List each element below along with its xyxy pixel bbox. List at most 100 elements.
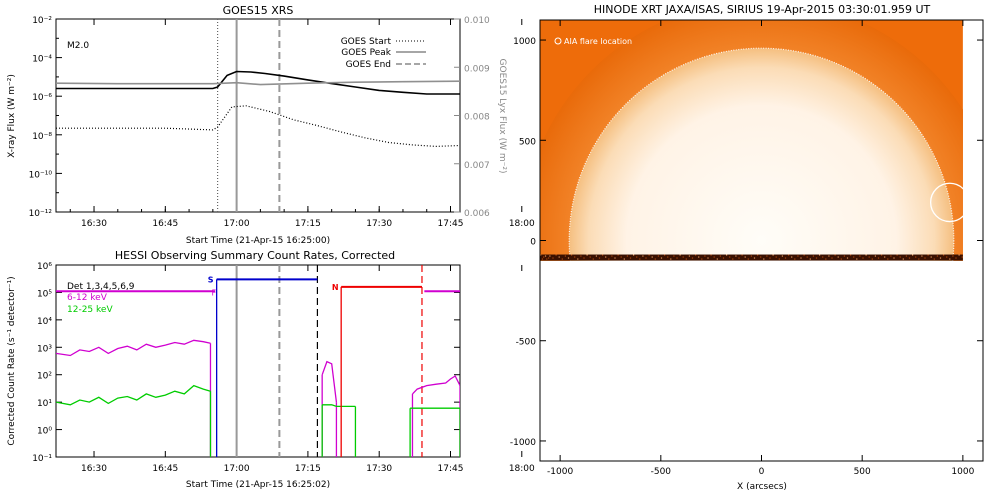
cutoff-noise — [623, 258, 625, 260]
cutoff-noise — [688, 255, 690, 257]
cutoff-noise — [933, 258, 935, 260]
cutoff-noise — [797, 255, 799, 257]
hessi-frame — [55, 264, 461, 458]
hinode-xlabel: X (arcsecs) — [737, 482, 787, 492]
goes-y-tick-label: 10⁻⁸ — [32, 132, 52, 142]
cutoff-noise — [757, 254, 759, 256]
cutoff-noise — [735, 255, 737, 257]
hinode-x-tick-label: -1000 — [547, 467, 573, 477]
goes-y-tick-label: 10⁻² — [32, 16, 52, 26]
cutoff-noise — [744, 256, 746, 258]
cutoff-noise — [611, 255, 613, 257]
hessi-x-tick-label: 17:00 — [224, 464, 250, 474]
cutoff-noise — [893, 257, 895, 259]
goes-xlabel: Start Time (21-Apr-15 16:25:00) — [186, 236, 330, 246]
cutoff-noise — [859, 255, 861, 257]
cutoff-noise — [921, 255, 923, 257]
cutoff-noise — [865, 254, 867, 256]
hinode-title: HINODE XRT JAXA/ISAS, SIRIUS 19-Apr-2015… — [594, 3, 931, 16]
cutoff-noise — [853, 256, 855, 258]
goes-x-tick-label: 17:00 — [224, 219, 250, 229]
goes-x-tick-label: 17:45 — [438, 219, 464, 229]
cutoff-noise — [772, 254, 774, 256]
solar-limb — [568, 47, 955, 261]
cutoff-noise — [685, 258, 687, 260]
goes-panel: GOES15 XRS X-ray Flux (W m⁻²) GOES15 Lyx… — [7, 4, 535, 246]
cutoff-noise — [549, 255, 551, 257]
cutoff-noise — [583, 257, 585, 259]
goes-x-tick-label: 17:30 — [366, 219, 392, 229]
cutoff-noise — [544, 255, 547, 257]
cutoff-noise — [936, 255, 938, 257]
cutoff-noise — [667, 256, 669, 258]
cutoff-noise — [670, 258, 672, 260]
cutoff-noise — [617, 254, 619, 256]
hessi-series-line — [412, 375, 460, 395]
goes-y-right-tick-label: 0.009 — [464, 64, 490, 74]
cutoff-noise — [713, 256, 715, 258]
cutoff-noise — [828, 255, 830, 257]
cutoff-noise — [915, 256, 917, 258]
cutoff-noise — [676, 257, 678, 259]
cutoff-noise — [726, 254, 728, 256]
cutoff-noise — [741, 254, 743, 256]
cutoff-noise — [955, 257, 957, 259]
cutoff-noise — [660, 257, 663, 259]
cutoff-noise — [877, 257, 880, 259]
legend-goes-end: GOES End — [346, 60, 391, 70]
hessi-xlabel: Start Time (21-Apr-15 16:25:02) — [186, 480, 330, 490]
cutoff-noise — [586, 254, 588, 256]
cutoff-noise — [716, 258, 718, 260]
cutoff-noise — [840, 258, 842, 260]
cutoff-noise — [939, 257, 942, 259]
cutoff-noise — [574, 256, 576, 258]
hinode-x-tick-label: 500 — [854, 467, 871, 477]
hessi-series-line — [56, 384, 211, 406]
flare-annotation-symbol — [554, 37, 562, 45]
cutoff-noise — [809, 258, 811, 260]
cutoff-noise — [595, 255, 597, 257]
cutoff-noise — [902, 258, 904, 260]
hessi-y-tick-label: 10⁴ — [37, 317, 52, 327]
goes-y-right-tick-label: 0.008 — [464, 113, 490, 123]
cutoff-noise — [664, 254, 666, 256]
cutoff-noise — [747, 258, 749, 260]
cutoff-noise — [887, 258, 889, 260]
legend-6-12: 6-12 keV — [67, 293, 108, 303]
hessi-flag-s-label: S — [208, 275, 214, 284]
cutoff-noise — [657, 255, 659, 257]
cutoff-noise — [905, 255, 907, 257]
cutoff-noise — [698, 256, 700, 258]
cutoff-noise — [541, 258, 544, 260]
cutoff-noise — [636, 256, 638, 258]
cutoff-noise — [580, 255, 582, 257]
cutoff-noise — [561, 258, 563, 260]
cutoff-noise — [540, 254, 542, 256]
cutoff-noise — [952, 255, 954, 257]
goes-legend: GOES Start GOES Peak GOES End — [341, 37, 426, 70]
cutoff-noise — [791, 256, 793, 258]
cutoff-noise — [673, 255, 675, 257]
cutoff-noise — [794, 258, 796, 260]
cutoff-noise — [784, 257, 787, 259]
goes-x-tick-label: 16:45 — [152, 219, 178, 229]
cutoff-noise — [899, 256, 901, 258]
cutoff-noise — [831, 257, 833, 259]
cutoff-noise — [834, 254, 836, 256]
cutoff-noise — [803, 254, 805, 256]
cutoff-noise — [961, 256, 963, 258]
goes-y-tick-label: 10⁻¹⁰ — [29, 170, 53, 180]
hessi-axes: 16:30 16:45 17:00 17:15 17:30 17:45 18:00 10⁶ 10… — [32, 262, 535, 474]
cutoff-noise — [555, 254, 557, 256]
cutoff-noise — [546, 258, 548, 260]
goes-y-right-tick-label: 0.010 — [464, 16, 490, 26]
hessi-panel: HESSI Observing Summary Count Rates, Cor… — [7, 249, 535, 490]
goes-y-right-tick-label: 0.006 — [464, 209, 490, 219]
cutoff-noise — [871, 258, 873, 260]
hessi-series-line — [321, 360, 338, 403]
cutoff-noise — [958, 254, 960, 256]
cutoff-noise — [543, 256, 545, 258]
cutoff-noise — [722, 257, 725, 259]
cutoff-noise — [850, 254, 852, 256]
hessi-x-tick-label: 16:45 — [152, 464, 178, 474]
